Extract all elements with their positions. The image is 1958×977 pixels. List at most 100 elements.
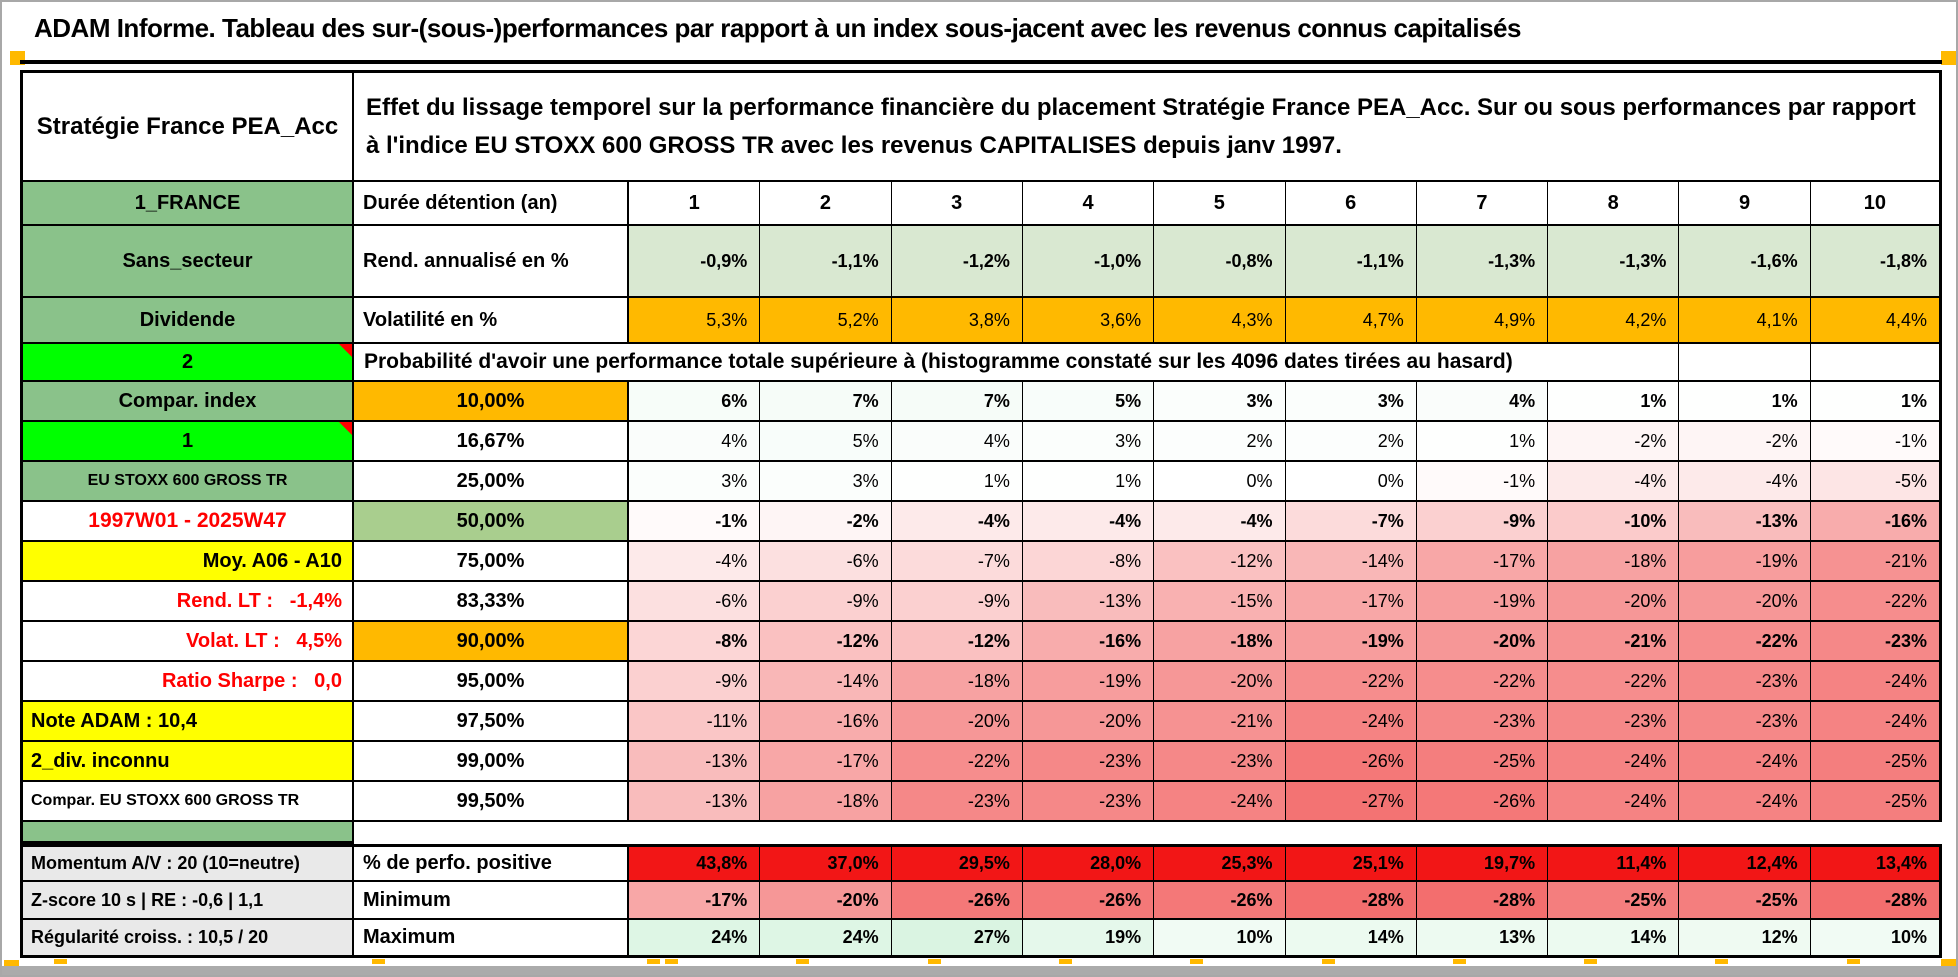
data-cell[interactable]: -19%	[1679, 542, 1811, 582]
row-label[interactable]: 1997W01 - 2025W47	[20, 502, 354, 542]
data-cell[interactable]: 2%	[1285, 422, 1417, 462]
row-label[interactable]: Dividende	[20, 298, 354, 344]
data-cell[interactable]: -4%	[629, 542, 761, 582]
data-cell[interactable]: 5%	[760, 422, 892, 462]
data-cell[interactable]: 3	[891, 182, 1023, 226]
data-cell[interactable]: -12%	[760, 622, 892, 662]
data-cell[interactable]: -18%	[891, 662, 1023, 702]
row-label[interactable]: 2	[20, 344, 354, 382]
data-cell[interactable]: -23%	[1154, 742, 1286, 782]
data-cell[interactable]: 4,2%	[1548, 298, 1680, 344]
data-cell[interactable]: -1,2%	[891, 226, 1023, 298]
data-cell[interactable]: 5	[1154, 182, 1286, 226]
data-cell[interactable]: 1%	[1022, 462, 1155, 502]
data-cell[interactable]: -0,8%	[1154, 226, 1286, 298]
row-label[interactable]: Régularité croiss. : 10,5 / 20	[20, 920, 354, 958]
data-cell[interactable]: -1,1%	[760, 226, 892, 298]
data-cell[interactable]: -12%	[891, 622, 1023, 662]
data-cell[interactable]: 5,2%	[760, 298, 892, 344]
data-cell[interactable]: -6%	[629, 582, 761, 622]
data-cell[interactable]: -1,3%	[1416, 226, 1549, 298]
data-cell[interactable]: -15%	[1154, 582, 1286, 622]
data-cell[interactable]: -2%	[760, 502, 892, 542]
data-cell[interactable]: -4%	[891, 502, 1023, 542]
data-cell[interactable]: 4,7%	[1285, 298, 1417, 344]
data-cell[interactable]: 12%	[1679, 920, 1811, 958]
data-cell[interactable]: -22%	[1810, 582, 1942, 622]
data-cell[interactable]: 10%	[1154, 920, 1286, 958]
data-cell[interactable]: 6	[1285, 182, 1417, 226]
row-header[interactable]: Rend. annualisé en %	[354, 226, 629, 298]
data-cell[interactable]: 13%	[1416, 920, 1549, 958]
data-cell[interactable]: -21%	[1810, 542, 1942, 582]
data-cell[interactable]: -25%	[1810, 782, 1942, 822]
data-cell[interactable]: -28%	[1285, 882, 1417, 920]
row-label[interactable]: Ratio Sharpe : 0,0	[20, 662, 354, 702]
data-cell[interactable]: -4%	[1548, 462, 1680, 502]
row-label[interactable]: EU STOXX 600 GROSS TR	[20, 462, 354, 502]
data-cell[interactable]: 27%	[891, 920, 1023, 958]
row-label[interactable]: 1_FRANCE	[20, 182, 354, 226]
data-cell[interactable]: -13%	[1679, 502, 1811, 542]
data-cell[interactable]: 25,1%	[1285, 844, 1417, 882]
data-cell[interactable]: -22%	[891, 742, 1023, 782]
data-cell[interactable]: -11%	[629, 702, 761, 742]
data-cell[interactable]: 24%	[629, 920, 761, 958]
percentile-cell[interactable]: 25,00%	[354, 462, 629, 502]
data-cell[interactable]: -9%	[629, 662, 761, 702]
data-cell[interactable]: 4%	[629, 422, 761, 462]
data-cell[interactable]: 12,4%	[1679, 844, 1811, 882]
row-label[interactable]: Moy. A06 - A10	[20, 542, 354, 582]
data-cell[interactable]: 13,4%	[1810, 844, 1942, 882]
data-cell[interactable]: -20%	[760, 882, 892, 920]
data-cell[interactable]: -24%	[1810, 662, 1942, 702]
data-cell[interactable]: 37,0%	[760, 844, 892, 882]
data-cell[interactable]: 1%	[891, 462, 1023, 502]
data-cell[interactable]: -24%	[1285, 702, 1417, 742]
data-cell[interactable]: -26%	[1022, 882, 1155, 920]
data-cell[interactable]: -25%	[1679, 882, 1811, 920]
percentile-cell[interactable]: 95,00%	[354, 662, 629, 702]
data-cell[interactable]: -16%	[760, 702, 892, 742]
row-label[interactable]: 2_div. inconnu	[20, 742, 354, 782]
data-cell[interactable]: 43,8%	[629, 844, 761, 882]
percentile-cell[interactable]: 75,00%	[354, 542, 629, 582]
data-cell[interactable]: 10%	[1810, 920, 1942, 958]
row-label[interactable]: Note ADAM : 10,4	[20, 702, 354, 742]
data-cell[interactable]: -9%	[760, 582, 892, 622]
data-cell[interactable]: 3%	[760, 462, 892, 502]
data-cell[interactable]: -4%	[1022, 502, 1155, 542]
data-cell[interactable]: 1%	[1416, 422, 1549, 462]
data-cell[interactable]: 6%	[629, 382, 761, 422]
data-cell[interactable]: -4%	[1154, 502, 1286, 542]
empty-cell[interactable]	[1679, 344, 1811, 382]
data-cell[interactable]: -26%	[1285, 742, 1417, 782]
data-cell[interactable]: -10%	[1548, 502, 1680, 542]
data-cell[interactable]: -1,1%	[1285, 226, 1417, 298]
data-cell[interactable]: -18%	[1154, 622, 1286, 662]
row-header[interactable]: % de perfo. positive	[354, 844, 629, 882]
row-label[interactable]: Rend. LT : -1,4%	[20, 582, 354, 622]
percentile-cell[interactable]: 16,67%	[354, 422, 629, 462]
data-cell[interactable]: -2%	[1548, 422, 1680, 462]
data-cell[interactable]: 4,1%	[1679, 298, 1811, 344]
data-cell[interactable]: -25%	[1810, 742, 1942, 782]
data-cell[interactable]: -24%	[1679, 782, 1811, 822]
data-cell[interactable]: 25,3%	[1154, 844, 1286, 882]
data-cell[interactable]: -24%	[1548, 742, 1680, 782]
data-cell[interactable]: -24%	[1679, 742, 1811, 782]
data-cell[interactable]: -23%	[1022, 782, 1155, 822]
data-cell[interactable]: -1%	[1810, 422, 1942, 462]
data-cell[interactable]: 1	[629, 182, 761, 226]
data-cell[interactable]: -18%	[1548, 542, 1680, 582]
row-header[interactable]: Maximum	[354, 920, 629, 958]
row-label[interactable]: Z-score 10 s | RE : -0,6 | 1,1	[20, 882, 354, 920]
data-cell[interactable]: -17%	[760, 742, 892, 782]
data-cell[interactable]: -20%	[1022, 702, 1155, 742]
data-cell[interactable]: -17%	[1416, 542, 1549, 582]
data-cell[interactable]: 3%	[629, 462, 761, 502]
percentile-cell[interactable]: 97,50%	[354, 702, 629, 742]
data-cell[interactable]: -20%	[1416, 622, 1549, 662]
data-cell[interactable]: 24%	[760, 920, 892, 958]
data-cell[interactable]: -27%	[1285, 782, 1417, 822]
